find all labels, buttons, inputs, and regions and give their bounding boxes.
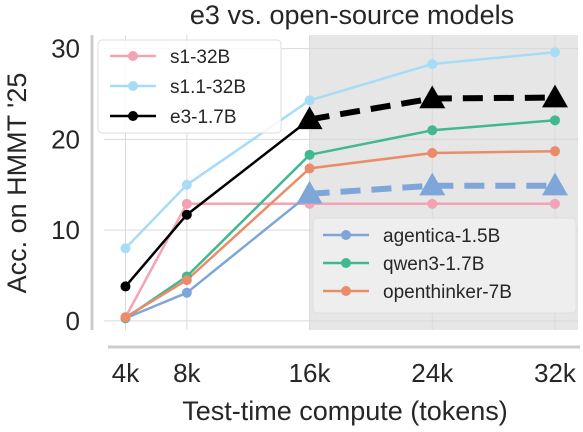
data-point-openthinker-7b (120, 312, 131, 323)
legend-marker-e3-1-7b (128, 111, 138, 121)
legend-lower-right-box (312, 217, 577, 314)
data-point-qwen3-1-7b (427, 125, 438, 136)
tick-labels: 4k 8k 16k 24k 32k 0 10 20 30 (51, 34, 577, 388)
legend-label-e3-1-7b: e3-1.7B (170, 107, 237, 128)
data-point-extension-3 (296, 106, 323, 130)
legend-marker-openthinker-7b (341, 286, 351, 296)
data-point-s1-32b (549, 198, 560, 209)
x-tick-label: 8k (173, 358, 201, 388)
data-point-s1-32b (427, 198, 438, 209)
legend-marker-qwen3-1-7b (341, 258, 351, 268)
data-point-openthinker-7b (304, 163, 315, 174)
data-point-qwen3-1-7b (549, 115, 560, 126)
data-point-extension-5 (419, 172, 446, 196)
legend-label-openthinker-7b: openthinker-7B (383, 282, 512, 303)
data-point-extension-5 (541, 172, 568, 196)
chart-title: e3 vs. open-source models (190, 0, 514, 30)
data-point-s1-1-32b (549, 47, 560, 58)
axes (90, 35, 580, 349)
data-point-openthinker-7b (549, 146, 560, 157)
y-tick-label: 20 (51, 124, 80, 154)
data-point-s1-1-32b (181, 179, 192, 190)
data-point-extension-5 (296, 180, 323, 204)
legend-label-s1-1-32b: s1.1-32B (170, 77, 246, 98)
data-point-openthinker-7b (427, 148, 438, 158)
data-point-s1-1-32b (427, 59, 438, 70)
data-point-s1-1-32b (120, 243, 131, 254)
data-point-e3-1-7b (120, 281, 131, 292)
data-point-qwen3-1-7b (304, 149, 315, 160)
legend-label-qwen3-1-7b: qwen3-1.7B (383, 254, 484, 275)
y-tick-label: 0 (66, 306, 80, 336)
x-tick-label: 16k (289, 358, 332, 388)
y-tick-label: 30 (51, 34, 80, 64)
legend-lower-right: agentica-1.5B qwen3-1.7B openthinker-7B (323, 226, 512, 303)
data-point-openthinker-7b (181, 275, 192, 286)
x-axis-label: Test-time compute (tokens) (182, 396, 508, 426)
x-tick-label: 32k (534, 358, 577, 388)
legend-top-left: s1-32B s1.1-32B e3-1.7B (110, 47, 246, 128)
legend-label-agentica-1-5b: agentica-1.5B (383, 226, 500, 247)
legend-label-s1-32b: s1-32B (170, 47, 230, 68)
data-point-s1-1-32b (304, 95, 315, 106)
data-point-extension-3 (541, 84, 568, 108)
legend-marker-s1-1-32b (128, 81, 138, 91)
x-tick-label: 24k (411, 358, 454, 388)
legend-marker-agentica-1-5b (341, 230, 351, 240)
series-markers (120, 47, 568, 324)
legend-marker-s1-32b (128, 51, 138, 61)
data-point-e3-1-7b (181, 209, 192, 220)
legend-top-left-box (97, 39, 282, 134)
y-tick-label: 10 (51, 215, 80, 245)
x-tick-label: 4k (112, 358, 140, 388)
series-line-extension-5 (309, 182, 555, 197)
data-point-extension-3 (419, 85, 446, 109)
data-point-s1-32b (181, 198, 192, 209)
data-point-agentica-1-5b (181, 287, 192, 298)
y-axis-label: Acc. on HMMT '25 (2, 73, 32, 294)
